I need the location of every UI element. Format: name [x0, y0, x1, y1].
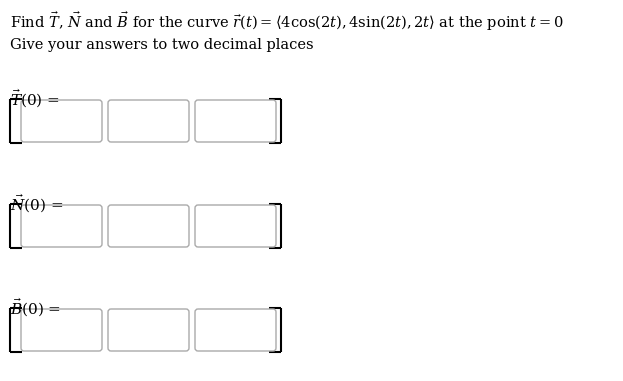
FancyBboxPatch shape	[21, 100, 102, 142]
FancyBboxPatch shape	[21, 309, 102, 351]
Text: Give your answers to two decimal places: Give your answers to two decimal places	[10, 38, 313, 52]
FancyBboxPatch shape	[21, 205, 102, 247]
Text: $\vec{T}(0)$ =: $\vec{T}(0)$ =	[10, 87, 60, 109]
Text: Find $\vec{T}$, $\vec{N}$ and $\vec{B}$ for the curve $\vec{r}(t) = \langle 4\co: Find $\vec{T}$, $\vec{N}$ and $\vec{B}$ …	[10, 10, 564, 33]
FancyBboxPatch shape	[195, 309, 276, 351]
FancyBboxPatch shape	[108, 205, 189, 247]
FancyBboxPatch shape	[108, 100, 189, 142]
Text: $\vec{B}(0)$ =: $\vec{B}(0)$ =	[10, 296, 61, 318]
FancyBboxPatch shape	[195, 100, 276, 142]
FancyBboxPatch shape	[195, 205, 276, 247]
FancyBboxPatch shape	[108, 309, 189, 351]
Text: $\vec{N}(0)$ =: $\vec{N}(0)$ =	[10, 192, 63, 214]
